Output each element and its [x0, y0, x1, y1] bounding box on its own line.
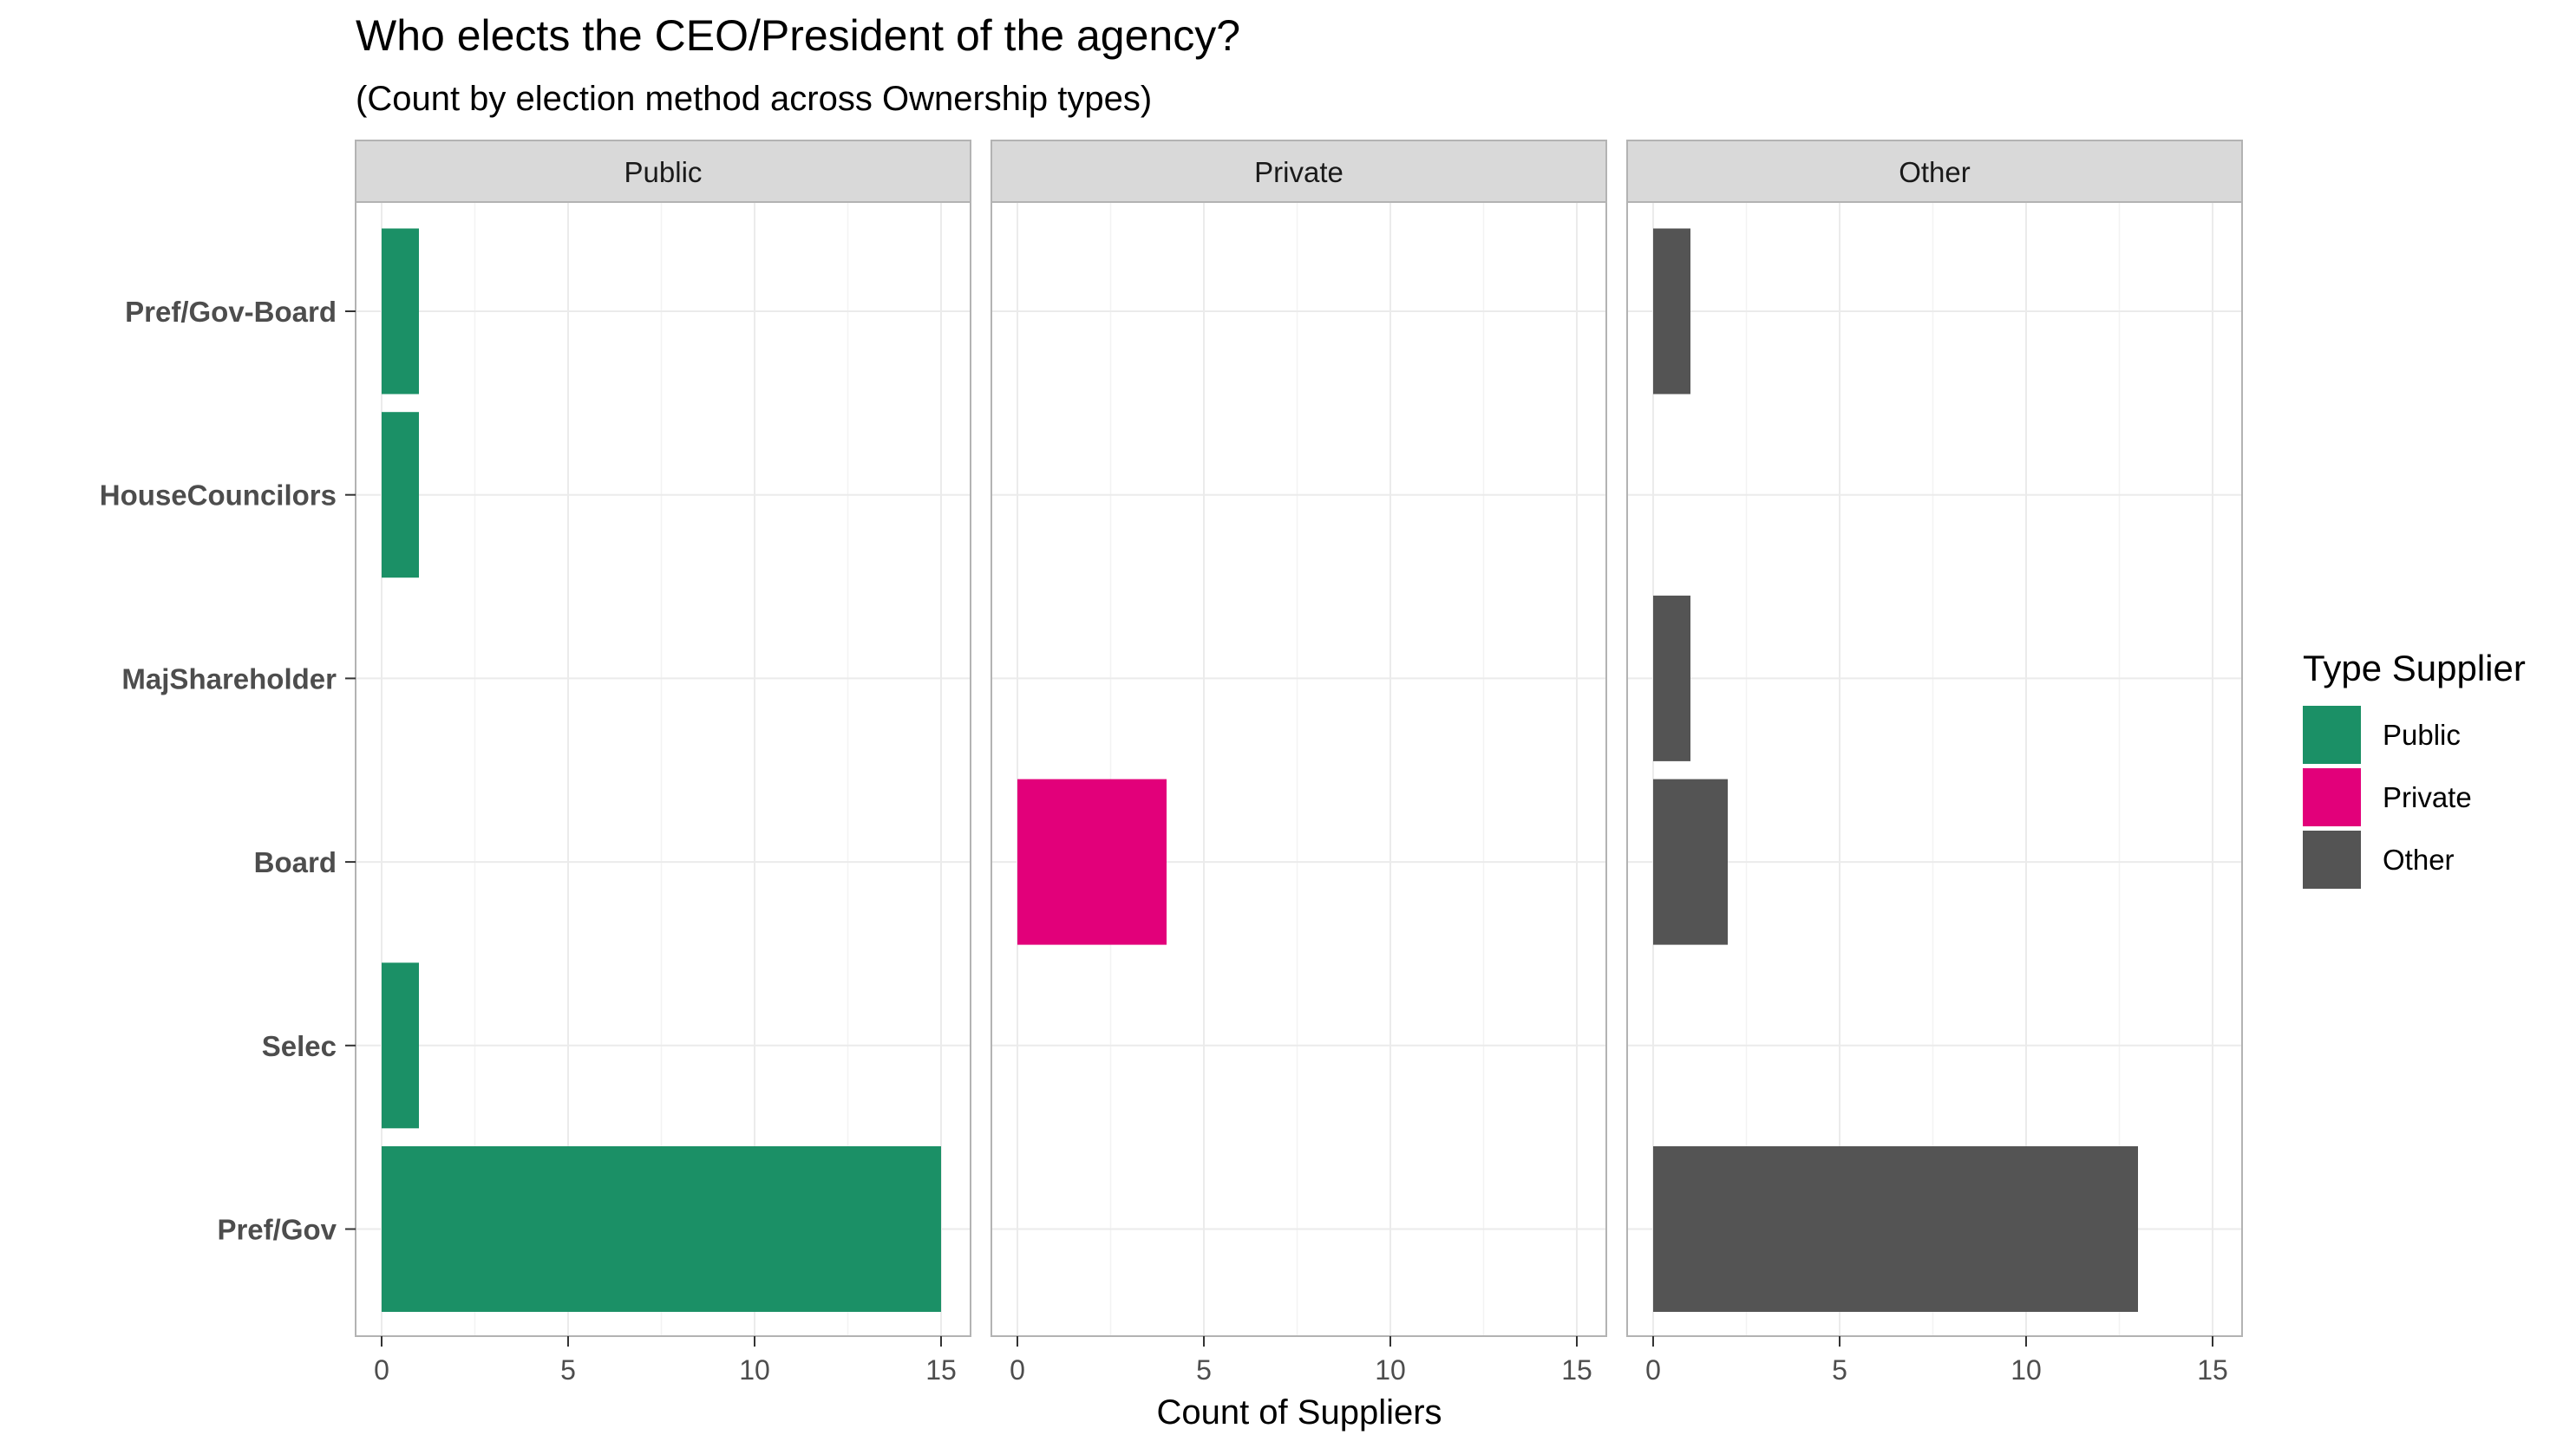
panel-border — [991, 201, 1607, 1337]
facet-panel-other: Other 0 5 10 15 — [1626, 140, 2243, 1386]
y-tick-label: HouseCouncilors — [100, 479, 337, 512]
bar-public-pref-gov — [382, 1146, 941, 1312]
chart-title: Who elects the CEO/President of the agen… — [356, 11, 1240, 60]
x-tick-label: 15 — [2197, 1354, 2228, 1386]
x-tick-label: 5 — [560, 1354, 576, 1386]
bar-public-housecouncilors — [382, 412, 419, 578]
chart-subtitle: (Count by election method across Ownersh… — [356, 80, 1152, 118]
y-tick-label: Selec — [262, 1030, 337, 1062]
facet-strip-label: Other — [1899, 156, 1971, 188]
x-tick-label: 5 — [1832, 1354, 1847, 1386]
x-tick-label: 15 — [1561, 1354, 1592, 1386]
facet-panel-public: Public 0 5 10 15 — [355, 140, 971, 1386]
x-tick-label: 10 — [1375, 1354, 1406, 1386]
x-tick-label: 15 — [925, 1354, 957, 1386]
facet-panels: Public 0 5 10 15 Private 0 5 10 15 Other 0 5 10 15 — [355, 140, 2243, 1386]
x-tick-label: 10 — [739, 1354, 770, 1386]
legend-swatch-public — [2303, 706, 2361, 764]
x-tick-label: 0 — [374, 1354, 389, 1386]
legend-swatch-other — [2303, 831, 2361, 889]
legend-title: Type Supplier — [2303, 648, 2526, 688]
x-tick-label: 5 — [1196, 1354, 1212, 1386]
bar-public-pref-gov-board — [382, 228, 419, 395]
legend: Type Supplier Public Private Other — [2303, 648, 2526, 889]
bar-public-selec — [382, 962, 419, 1129]
legend-label-other: Other — [2383, 844, 2455, 876]
bar-private-board — [1017, 779, 1167, 945]
facet-strip — [355, 140, 971, 203]
facet-strip — [1626, 140, 2243, 203]
y-axis: Pref/Gov-Board HouseCouncilors MajSharehol… — [100, 296, 356, 1246]
legend-label-private: Private — [2383, 781, 2472, 813]
legend-swatch-private — [2303, 768, 2361, 826]
facet-strip-label: Private — [1254, 156, 1344, 188]
x-tick-label: 0 — [1645, 1354, 1661, 1386]
x-tick-label: 0 — [1010, 1354, 1025, 1386]
facet-strip-label: Public — [624, 156, 703, 188]
facet-strip — [991, 140, 1607, 203]
y-tick-label: Pref/Gov — [217, 1214, 337, 1246]
facet-panel-private: Private 0 5 10 15 — [991, 140, 1607, 1386]
bar-other-pref-gov-board — [1653, 228, 1690, 395]
bar-other-majshareholder — [1653, 595, 1690, 761]
y-tick-label: Board — [254, 846, 337, 878]
y-tick-label: Pref/Gov-Board — [125, 296, 337, 328]
x-tick-label: 10 — [2010, 1354, 2042, 1386]
bar-other-pref-gov — [1653, 1146, 2138, 1312]
panel-border — [1626, 201, 2243, 1337]
y-tick-label: MajShareholder — [121, 662, 337, 695]
panel-border — [355, 201, 971, 1337]
bar-other-board — [1653, 779, 1728, 945]
x-axis-title: Count of Suppliers — [1156, 1393, 1442, 1432]
legend-label-public: Public — [2383, 719, 2461, 751]
